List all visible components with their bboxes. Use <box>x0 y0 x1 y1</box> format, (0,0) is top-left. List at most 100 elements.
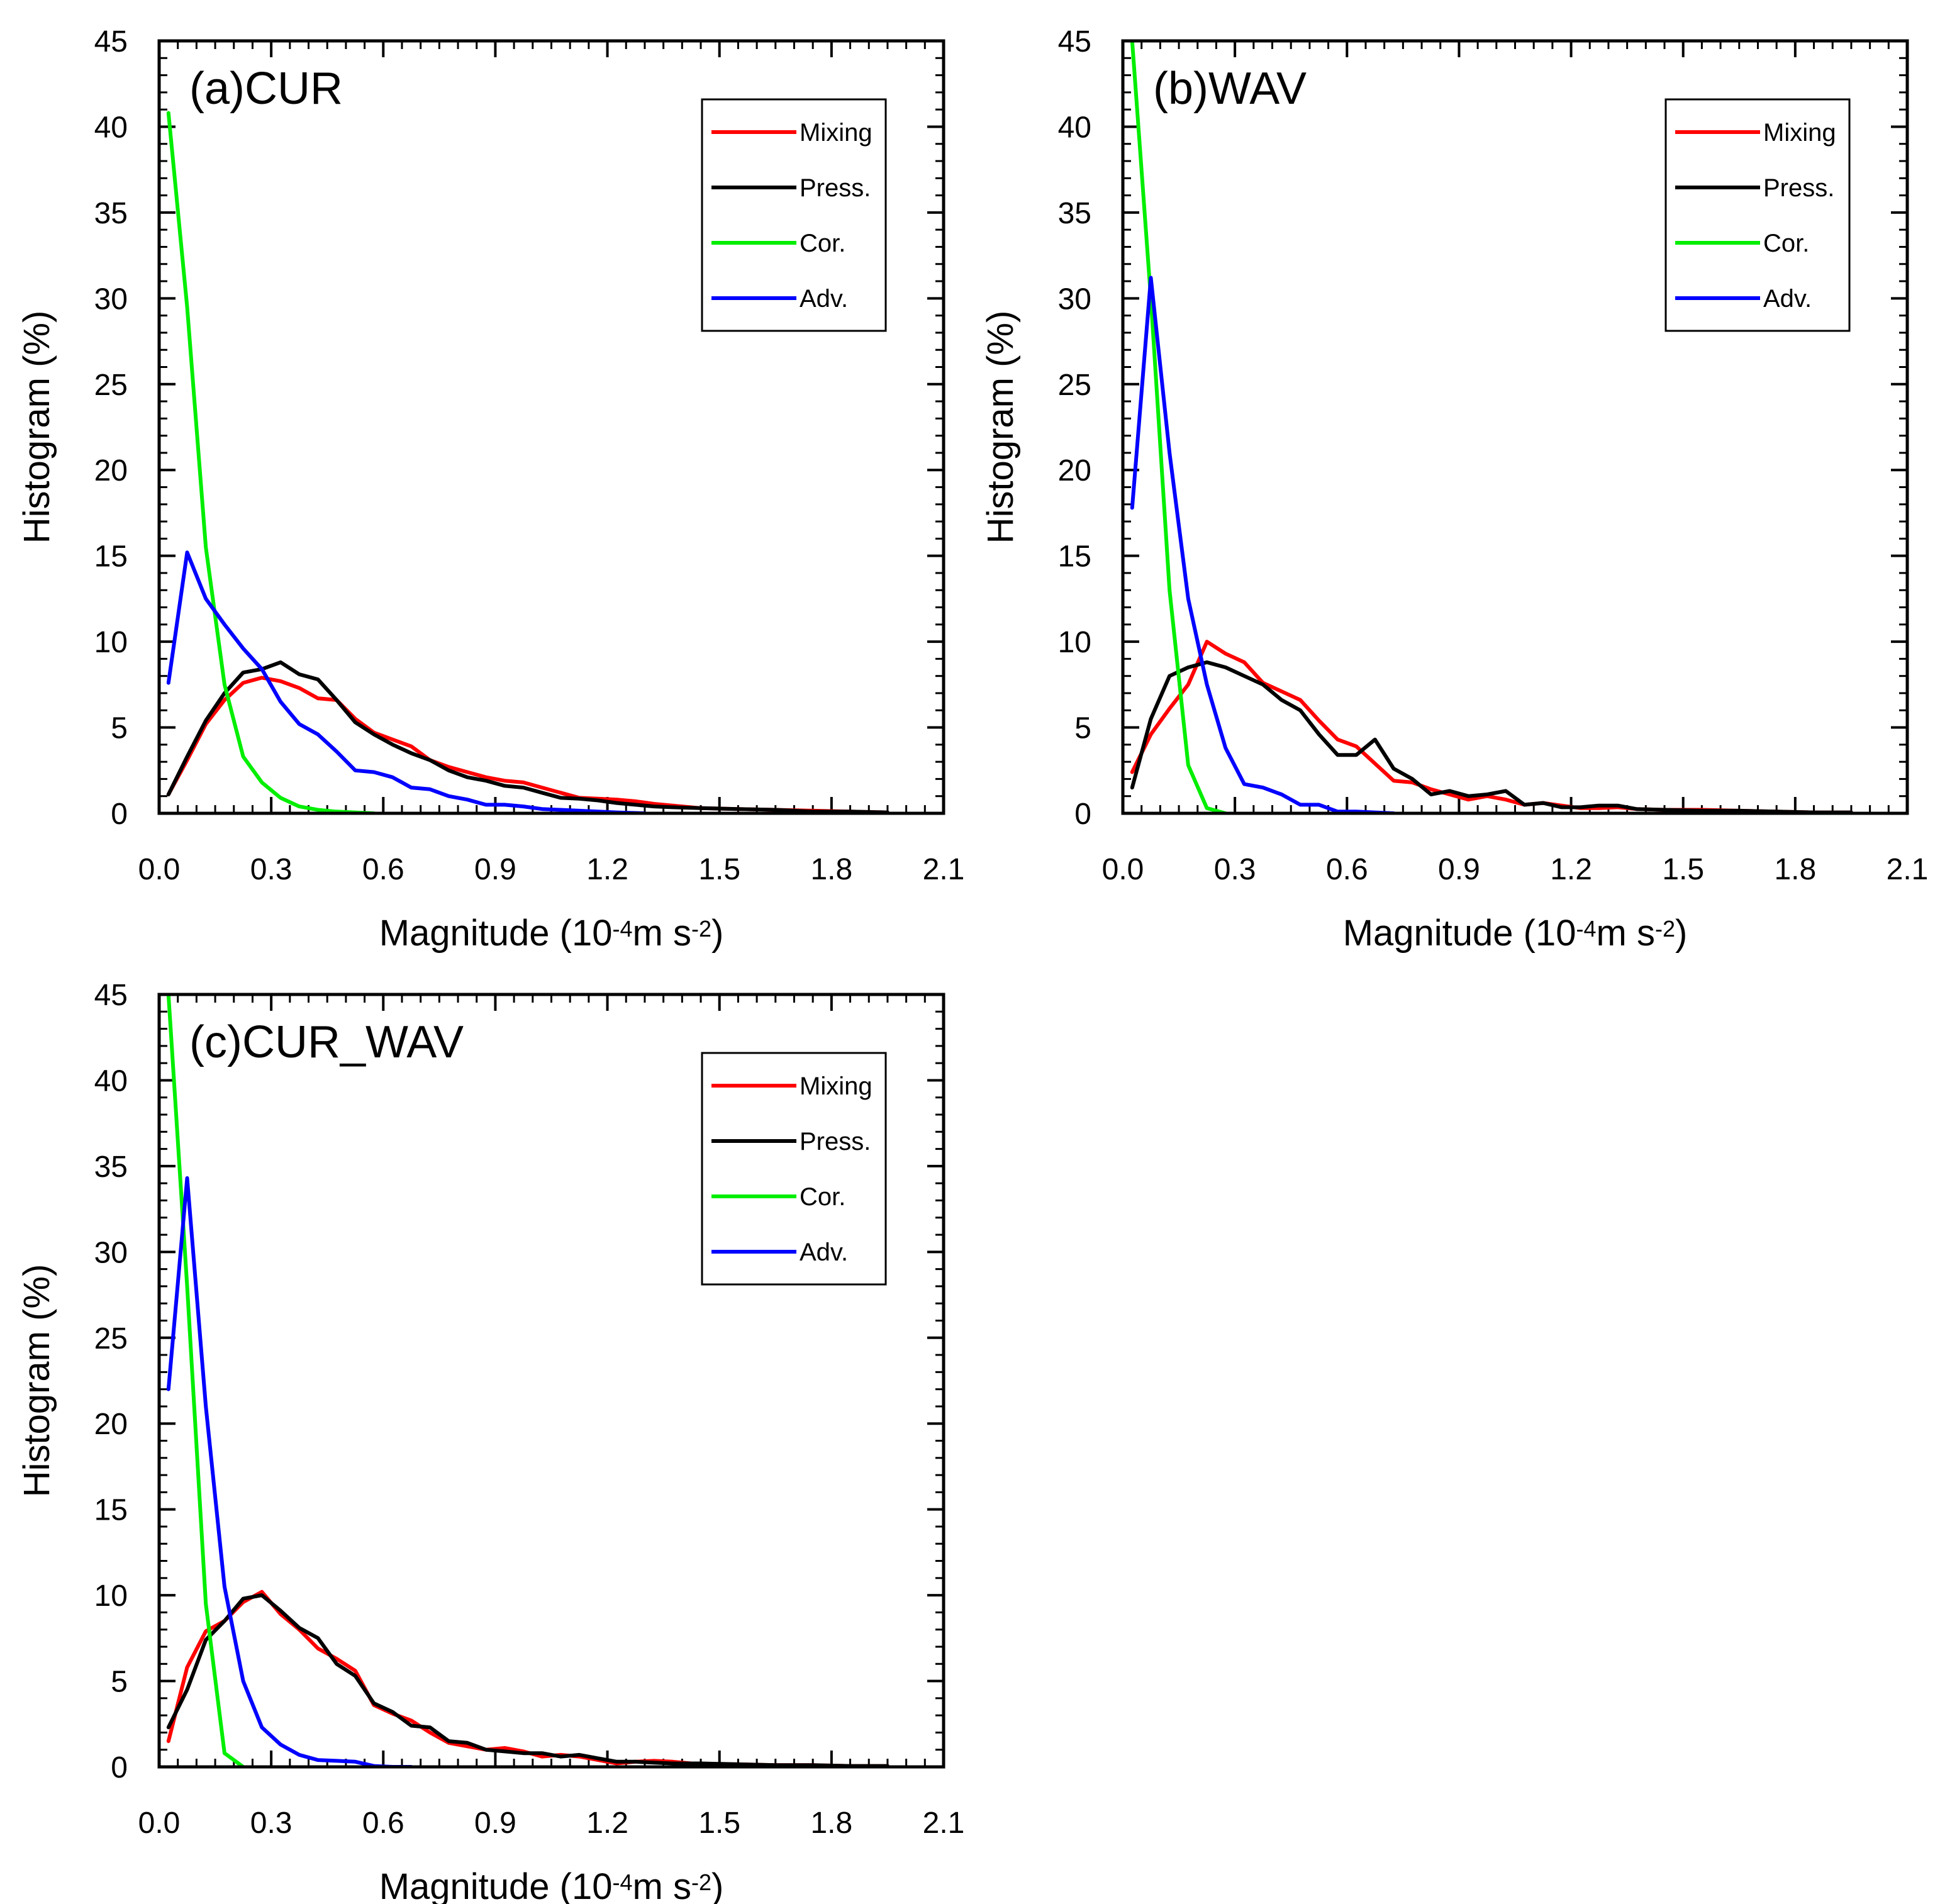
series-line-cor <box>166 994 245 1767</box>
x-axis-title: Magnitude (10-4m s-2) <box>379 1866 724 1904</box>
y-tick-label: 10 <box>94 1579 128 1613</box>
series-line-adv <box>1130 276 1396 813</box>
y-tick-label: 25 <box>94 369 128 402</box>
y-tick-label: 20 <box>94 454 128 487</box>
legend-label: Press. <box>800 174 871 202</box>
x-axis-title-suffix: ) <box>711 1866 723 1904</box>
legend-label: Mixing <box>800 119 872 147</box>
x-axis-title: Magnitude (10-4m s-2) <box>379 913 724 954</box>
y-tick-label: 30 <box>94 282 128 316</box>
chart-panel-b: 0.0 0.3 0.6 0.9 1.2 1.5 1.8 2.1 0 5 10 15 20 25 30 35 40… <box>980 25 1928 954</box>
x-tick-label: 2.1 <box>923 1807 965 1840</box>
series-line-press <box>166 660 889 813</box>
x-tick-label: 0.3 <box>250 1807 293 1840</box>
y-tick-label: 25 <box>1058 369 1091 402</box>
x-axis-title-exp1: -4 <box>1576 916 1597 942</box>
y-tick-label: 25 <box>94 1322 128 1356</box>
series-line-press <box>166 1593 889 1767</box>
series-lines <box>166 994 889 1767</box>
chart-panel-a: 0.0 0.3 0.6 0.9 1.2 1.5 1.8 2.1 0 5 10 15 20 25 30 35 40… <box>16 25 964 954</box>
panel-title: (a)CUR <box>189 64 343 114</box>
legend-label: Cor. <box>800 1183 845 1211</box>
x-tick-label: 1.2 <box>1550 853 1592 886</box>
legend-label: Cor. <box>800 230 845 257</box>
plot-frame <box>157 993 945 1769</box>
x-axis-title-suffix: ) <box>711 913 723 954</box>
x-axis-title-exp1: -4 <box>613 1869 633 1895</box>
x-tick-label: 1.2 <box>586 1807 628 1840</box>
y-tick-label: 35 <box>94 1150 128 1184</box>
plot-frame <box>1121 39 1909 815</box>
y-tick-label: 30 <box>94 1236 128 1269</box>
x-axis-title-exp2: -2 <box>1655 916 1675 942</box>
x-tick-label: 1.5 <box>698 1807 740 1840</box>
series-line-press <box>1130 660 1853 813</box>
x-tick-label: 0.9 <box>474 853 516 886</box>
x-tick-label: 0.9 <box>1438 853 1480 886</box>
y-tick-label: 45 <box>94 979 128 1012</box>
x-tick-label: 0.6 <box>362 1807 404 1840</box>
y-tick-label: 5 <box>1074 712 1091 745</box>
y-tick-label: 5 <box>111 712 128 745</box>
y-tick-label: 15 <box>94 1494 128 1527</box>
legend: Mixing Press. Cor. Adv. <box>701 98 887 332</box>
x-tick-label: 1.8 <box>1774 853 1816 886</box>
x-tick-label: 2.1 <box>923 853 965 886</box>
chart-panel-c: 0.0 0.3 0.6 0.9 1.2 1.5 1.8 2.1 0 5 10 15 20 25 30 35 40… <box>16 979 964 1904</box>
x-tick-label: 0.0 <box>1102 853 1144 886</box>
axis-ticks <box>159 994 944 1767</box>
series-line-cor <box>1130 41 1228 813</box>
legend-label: Mixing <box>1763 119 1836 147</box>
y-tick-label: 0 <box>111 798 128 831</box>
y-tick-label: 0 <box>1074 798 1091 831</box>
x-axis-title-prefix: Magnitude (10 <box>1343 913 1576 954</box>
series-lines <box>1130 41 1853 813</box>
legend-label: Cor. <box>1763 230 1809 257</box>
x-tick-label: 2.1 <box>1887 853 1929 886</box>
x-tick-label: 1.5 <box>698 853 740 886</box>
x-tick-label: 0.6 <box>362 853 404 886</box>
y-axis-title: Histogram (%) <box>16 311 57 544</box>
x-tick-label: 0.3 <box>1214 853 1256 886</box>
x-tick-label: 1.8 <box>810 1807 852 1840</box>
x-axis-title-exp1: -4 <box>613 916 633 942</box>
x-axis-title-exp2: -2 <box>691 1869 711 1895</box>
x-tick-label: 0.0 <box>138 1807 181 1840</box>
legend-label: Adv. <box>800 1239 848 1266</box>
x-tick-label: 0.3 <box>250 853 293 886</box>
y-tick-label: 35 <box>1058 197 1091 230</box>
x-tick-label: 0.6 <box>1326 853 1368 886</box>
plot-frame <box>157 39 945 815</box>
x-tick-label: 1.2 <box>586 853 628 886</box>
x-axis-title-prefix: Magnitude (10 <box>379 1866 613 1904</box>
y-tick-label: 30 <box>1058 282 1091 316</box>
x-axis-title: Magnitude (10-4m s-2) <box>1343 913 1688 954</box>
x-axis-title-prefix: Magnitude (10 <box>379 913 613 954</box>
x-tick-label: 1.5 <box>1662 853 1704 886</box>
y-tick-label: 20 <box>1058 454 1091 487</box>
y-tick-label: 20 <box>94 1408 128 1441</box>
y-axis-title: Histogram (%) <box>980 311 1021 544</box>
y-tick-label: 35 <box>94 197 128 230</box>
panel-title: (c)CUR_WAV <box>189 1017 464 1067</box>
legend-label: Mixing <box>800 1072 872 1100</box>
legend: Mixing Press. Cor. Adv. <box>701 1052 887 1286</box>
y-tick-label: 10 <box>1058 626 1091 659</box>
panel-title: (b)WAV <box>1153 64 1307 114</box>
legend-box <box>1664 98 1851 332</box>
x-axis-title-exp2: -2 <box>691 916 711 942</box>
legend-label: Adv. <box>800 285 848 313</box>
y-tick-label: 10 <box>94 626 128 659</box>
legend-label: Press. <box>800 1128 871 1155</box>
x-axis-title-mid: m s <box>633 913 691 954</box>
y-tick-label: 40 <box>1058 111 1091 144</box>
legend-box <box>701 1052 887 1286</box>
y-axis-title: Histogram (%) <box>16 1264 57 1498</box>
y-tick-label: 40 <box>94 1064 128 1098</box>
x-tick-label: 1.8 <box>810 853 852 886</box>
series-line-adv <box>166 550 647 813</box>
series-line-adv <box>166 1176 413 1767</box>
x-tick-label: 0.9 <box>474 1807 516 1840</box>
y-tick-label: 0 <box>111 1751 128 1784</box>
